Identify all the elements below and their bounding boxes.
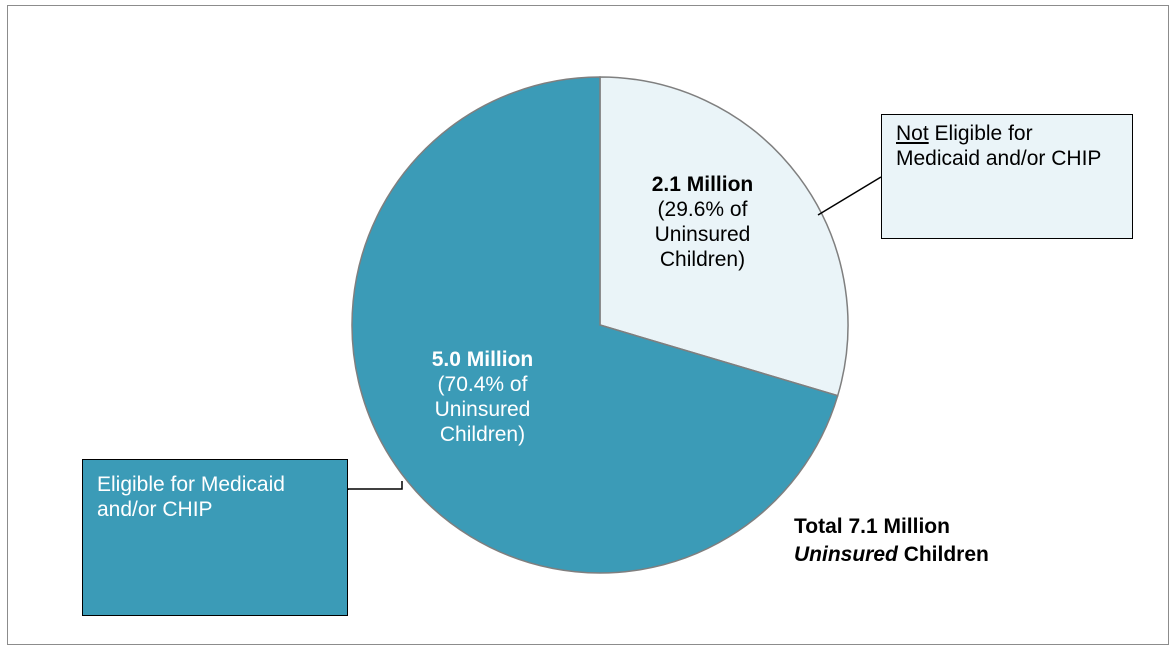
slice-label-not-eligible: 2.1 Million (29.6% of Uninsured Children…: [600, 172, 805, 272]
total-label-line1: Total 7.1 Million: [794, 515, 950, 538]
value-label-eligible: 5.0 Million: [431, 348, 534, 371]
callout-not-eligible-underlined: Not: [896, 122, 929, 145]
value-label-not-eligible: 2.1 Million: [651, 173, 754, 196]
leader-line-not-eligible: [817, 176, 882, 216]
slice-label-eligible: 5.0 Million (70.4% of Uninsured Children…: [380, 347, 585, 447]
total-label: Total 7.1 Million Uninsured Children: [794, 513, 989, 569]
callout-eligible-text: Eligible for Medicaid and/or CHIP: [97, 473, 285, 521]
callout-not-eligible: Not Eligible for Medicaid and/or CHIP: [881, 114, 1133, 239]
leader-line-eligible: [347, 481, 403, 490]
percent-label-eligible-line2: Uninsured: [434, 398, 531, 421]
total-label-children: Children: [903, 543, 989, 566]
total-label-uninsured: Uninsured: [794, 543, 898, 566]
pie-chart: [347, 76, 882, 574]
total-label-line2: Uninsured Children: [794, 541, 989, 569]
slice-not-eligible: [599, 76, 849, 397]
callout-eligible: Eligible for Medicaid and/or CHIP: [82, 459, 348, 616]
percent-label-eligible-line3: Children): [439, 423, 526, 446]
callout-not-eligible-text: Eligible for Medicaid and/or CHIP: [896, 122, 1102, 170]
percent-label-not-eligible-line3: Children): [659, 248, 746, 271]
percent-label-eligible-line1: (70.4% of: [437, 373, 528, 396]
percent-label-not-eligible-line2: Uninsured: [654, 223, 751, 246]
slice-eligible: [351, 76, 839, 574]
percent-label-not-eligible-line1: (29.6% of: [657, 198, 748, 221]
